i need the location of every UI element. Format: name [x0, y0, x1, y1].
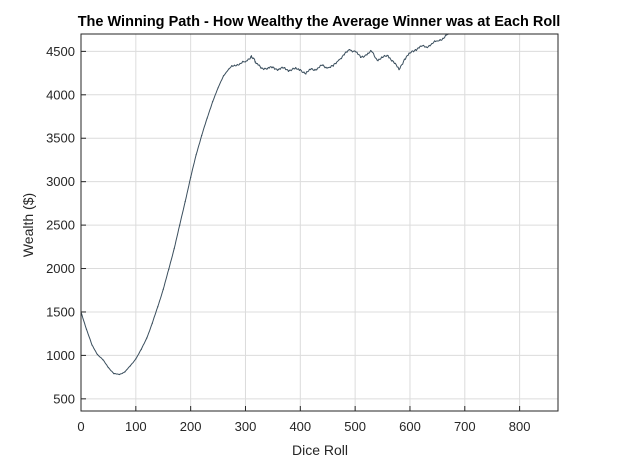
x-tick-label: 800 [509, 419, 531, 434]
data-point [425, 46, 428, 48]
data-point [442, 37, 444, 39]
data-point [135, 358, 137, 360]
data-point [228, 68, 230, 70]
series-line-group [80, 33, 449, 376]
data-point [272, 66, 274, 68]
axis-ticks: 0 100 200 300 400 500 600 700 800 500 1000 1500 2000… [46, 44, 530, 434]
x-tick-label: 300 [235, 419, 257, 434]
data-point [184, 201, 186, 203]
data-point [288, 69, 290, 72]
y-tick-label: 1000 [46, 348, 75, 363]
data-point [392, 61, 395, 63]
data-point [381, 56, 384, 59]
data-point [140, 348, 142, 350]
data-point [409, 52, 411, 54]
data-point [403, 58, 406, 60]
y-tick-label: 2000 [46, 261, 75, 276]
data-point [168, 268, 170, 271]
data-point [239, 62, 241, 65]
data-point [266, 68, 269, 70]
data-point [436, 40, 438, 42]
data-point [305, 73, 307, 75]
data-point [414, 49, 417, 51]
data-point [250, 55, 252, 58]
data-point [162, 288, 164, 290]
data-point [206, 117, 208, 119]
x-tick-label: 500 [344, 419, 366, 434]
x-tick-label: 100 [125, 419, 147, 434]
data-point [294, 68, 296, 70]
data-point [190, 176, 192, 178]
data-point [113, 373, 115, 375]
x-tick-label: 700 [454, 419, 476, 434]
y-tick-label: 3500 [46, 131, 75, 146]
data-point [338, 59, 340, 61]
y-tick-label: 3000 [46, 174, 75, 189]
data-point [146, 337, 148, 339]
data-point [277, 69, 279, 71]
data-point [365, 54, 367, 56]
y-tick-label: 500 [53, 391, 75, 406]
data-point [354, 50, 356, 52]
data-point [360, 56, 362, 59]
data-point [370, 50, 373, 52]
data-point [102, 359, 104, 361]
data-point [179, 224, 181, 226]
plot-frame [80, 33, 559, 412]
data-point [398, 69, 400, 71]
data-point [201, 135, 203, 137]
data-point [211, 101, 214, 103]
x-tick-label: 400 [289, 419, 311, 434]
data-point [321, 64, 323, 66]
data-point [124, 371, 126, 373]
data-point [222, 75, 225, 77]
y-tick-label: 4000 [46, 87, 75, 102]
data-point [129, 365, 131, 367]
data-point [327, 67, 329, 69]
data-point [217, 87, 219, 89]
data-point [157, 306, 159, 308]
data-point [310, 68, 312, 70]
grid-lines [80, 34, 558, 411]
x-tick-label: 0 [77, 419, 84, 434]
data-point [233, 64, 236, 66]
data-point [343, 54, 345, 56]
data-point [151, 322, 153, 324]
x-axis-label: Dice Roll [292, 442, 348, 458]
data-point [376, 59, 378, 61]
y-tick-label: 2500 [46, 218, 75, 233]
data-point [107, 366, 110, 369]
data-point [299, 69, 301, 71]
data-point [349, 49, 351, 51]
data-point [261, 67, 263, 69]
x-tick-label: 200 [180, 419, 202, 434]
data-point [96, 353, 99, 356]
data-point [91, 344, 93, 346]
data-point [387, 55, 389, 57]
data-point [283, 67, 285, 69]
data-point [431, 42, 433, 45]
data-point [255, 62, 258, 65]
data-point [332, 65, 334, 67]
data-point [420, 45, 422, 47]
data-point [195, 154, 197, 156]
y-axis-label: Wealth ($) [20, 193, 36, 257]
y-tick-label: 4500 [46, 44, 75, 59]
data-point [173, 247, 175, 250]
data-point [253, 57, 255, 59]
data-point [244, 61, 247, 63]
data-point [118, 373, 120, 376]
data-point [316, 69, 318, 71]
y-tick-label: 1500 [46, 304, 75, 319]
chart-title: The Winning Path - How Wealthy the Avera… [78, 14, 561, 30]
data-point [85, 328, 88, 330]
x-tick-label: 600 [399, 419, 421, 434]
